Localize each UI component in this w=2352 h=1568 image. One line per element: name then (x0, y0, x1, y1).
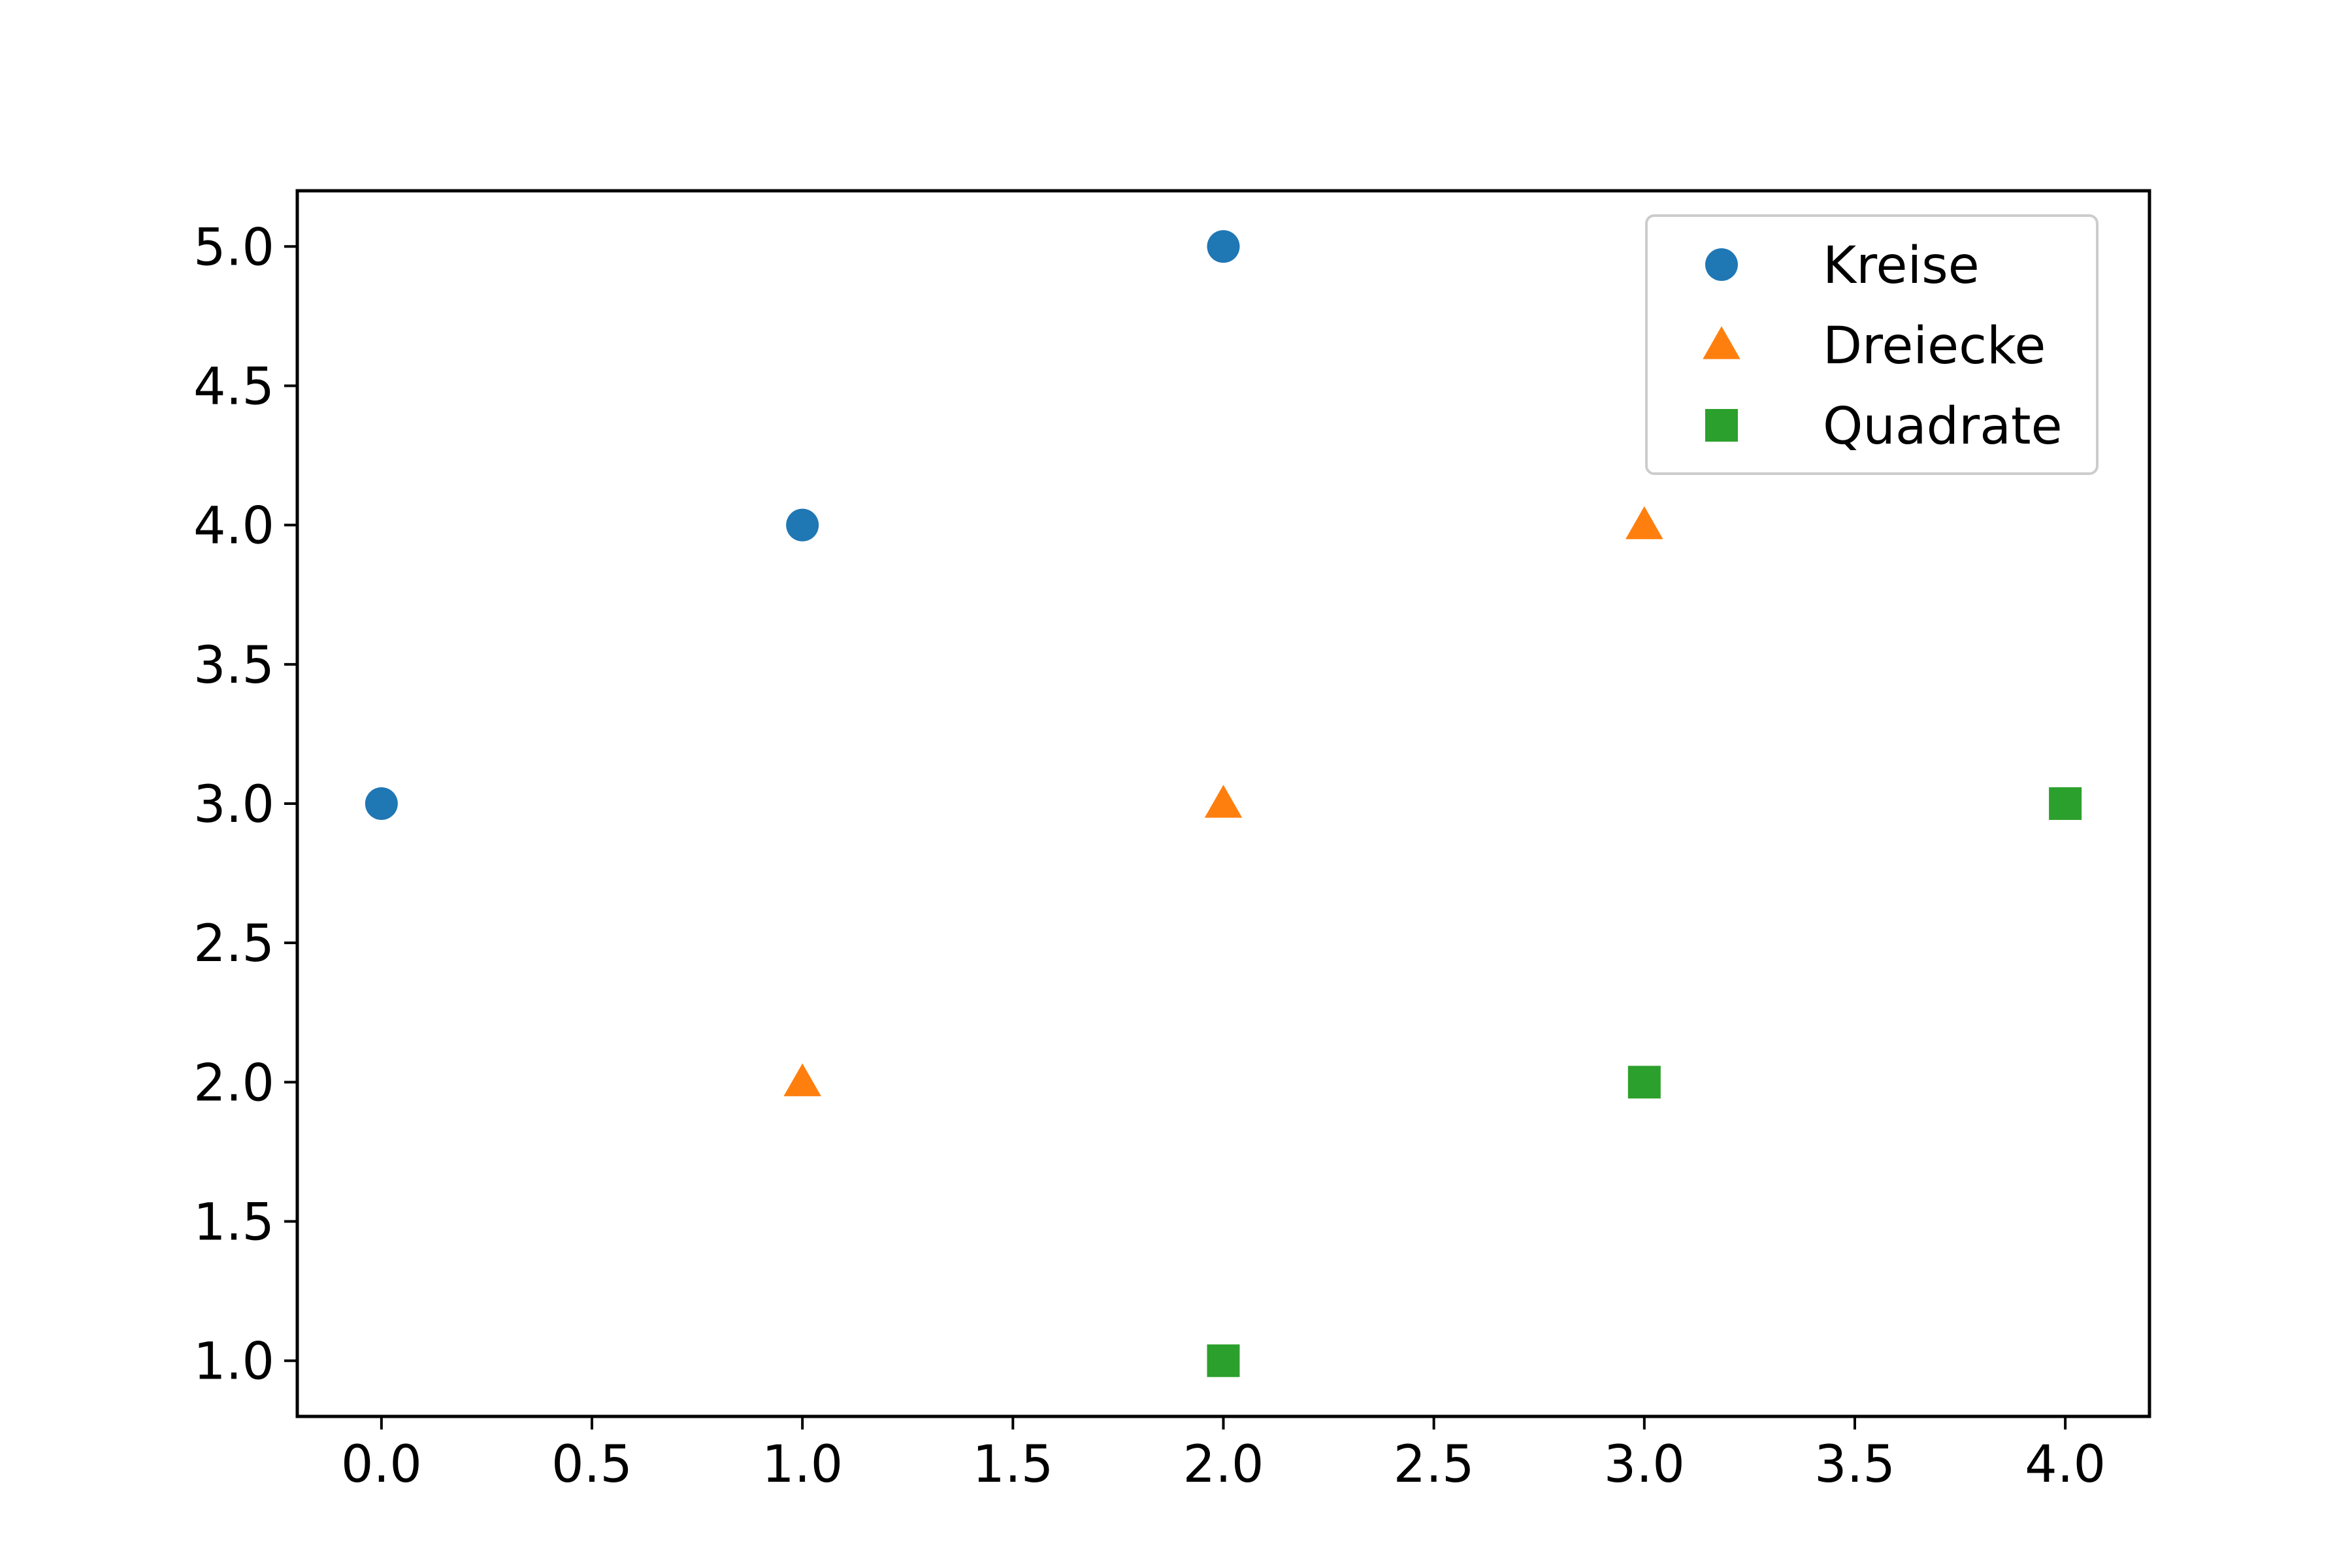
x-tick-label: 2.5 (1394, 1435, 1475, 1494)
legend: Kreise Dreiecke Quadrate (1645, 214, 2099, 475)
y-tick-label: 3.0 (193, 776, 274, 834)
legend-label: Dreiecke (1823, 317, 2046, 376)
y-tick-label: 5.0 (193, 218, 274, 277)
x-tick-label: 1.0 (762, 1435, 843, 1494)
y-tick-label: 2.5 (193, 915, 274, 973)
x-tick-label: 3.0 (1604, 1435, 1685, 1494)
axes: 0.0 0.5 1.0 1.5 2.0 2.5 3.0 3.5 4.0 1.0 1.5 2.0 2.5 3… (193, 189, 2151, 1494)
legend-marker-circle (1705, 248, 1738, 281)
x-tick-label: 0.0 (341, 1435, 422, 1494)
data-point-square (1627, 1066, 1661, 1099)
x-tick-label: 3.5 (1814, 1435, 1895, 1494)
data-point-circle (1207, 230, 1240, 263)
y-tick-label: 1.5 (193, 1194, 274, 1252)
legend-label: Quadrate (1823, 397, 2063, 456)
x-tick-label: 1.5 (972, 1435, 1053, 1494)
data-point-triangle (1625, 506, 1663, 540)
data-point-triangle (783, 1063, 821, 1096)
y-tick-label: 3.5 (193, 636, 274, 695)
x-tick-label: 2.0 (1183, 1435, 1264, 1494)
legend-marker-square (1705, 409, 1738, 442)
data-point-circle (786, 508, 819, 542)
x-tick-label: 0.5 (551, 1435, 632, 1494)
data-point-square (1207, 1344, 1240, 1377)
y-tick-label: 2.0 (193, 1054, 274, 1113)
data-point-square (2049, 787, 2082, 820)
legend-label: Kreise (1823, 237, 1980, 295)
y-tick-label: 4.0 (193, 497, 274, 556)
y-tick-label: 1.0 (193, 1333, 274, 1392)
legend-marker-triangle (1703, 326, 1740, 359)
y-tick-label: 4.5 (193, 357, 274, 416)
data-point-circle (365, 787, 398, 820)
legend-box (1645, 214, 2099, 475)
data-point-triangle (1204, 785, 1243, 818)
data-points (365, 230, 2082, 1377)
x-tick-label: 4.0 (2025, 1435, 2106, 1494)
